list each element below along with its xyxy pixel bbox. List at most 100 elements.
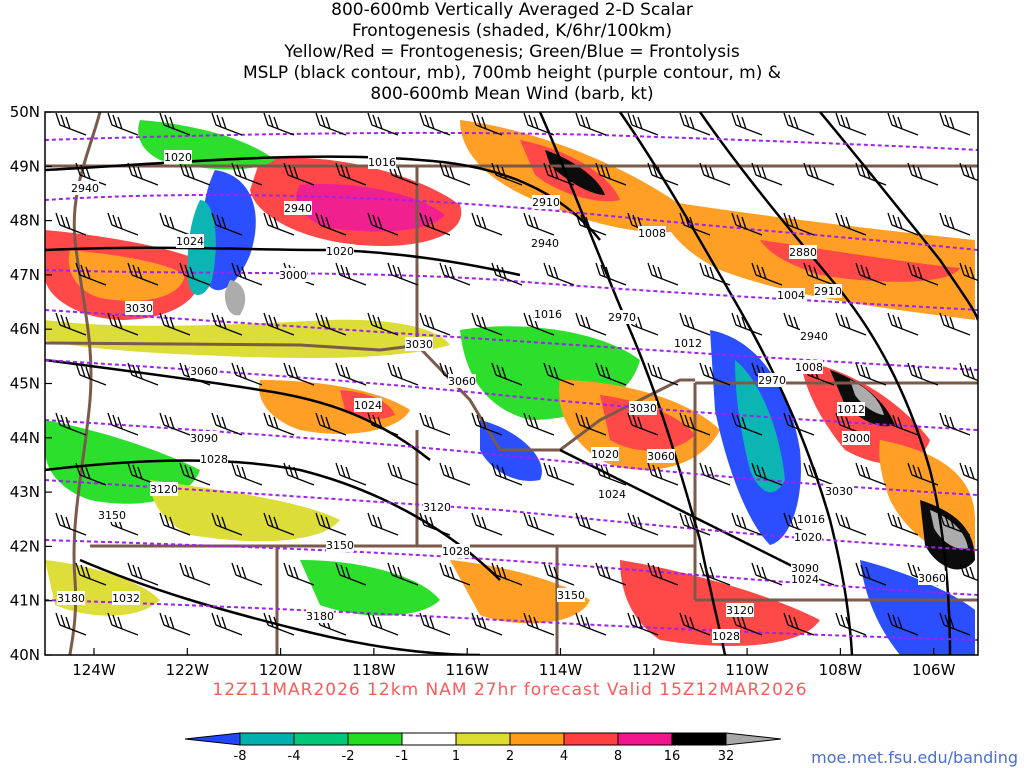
wind-barb [887, 612, 919, 636]
wind-barb [387, 362, 419, 386]
wind-barb [335, 262, 367, 286]
wind-barb [783, 412, 815, 436]
svg-text:1028: 1028 [200, 453, 228, 466]
height-label: 3150 [557, 588, 585, 602]
height-label: 2970 [608, 310, 636, 324]
wind-barb [595, 462, 627, 486]
wind-barb [543, 462, 575, 486]
wind-barb [335, 562, 367, 586]
legend-swatch [401, 732, 457, 746]
wind-barb [491, 162, 523, 186]
wind-barb [231, 162, 263, 186]
svg-text:1028: 1028 [712, 630, 740, 643]
lat-label: 43N [10, 483, 40, 501]
mslp-label: 1020 [326, 244, 354, 258]
height-label: 3030 [825, 484, 853, 498]
wind-barb [731, 312, 763, 336]
wind-barb [387, 462, 419, 486]
legend-swatch [239, 732, 295, 746]
svg-text:1024: 1024 [598, 488, 626, 501]
height-label: 3060 [448, 374, 476, 388]
wind-barb [783, 612, 815, 636]
legend-swatch [455, 732, 511, 746]
svg-text:1012: 1012 [674, 337, 702, 350]
wind-barb [907, 262, 939, 286]
mslp-label: 1024 [176, 234, 204, 248]
wind-barb [835, 312, 867, 336]
legend-swatch [293, 732, 349, 746]
legend-label: -8 [234, 749, 247, 764]
wind-barb [231, 262, 263, 286]
mslp-label: 1024 [354, 398, 382, 412]
svg-text:2970: 2970 [758, 374, 786, 387]
wind-barb [523, 612, 555, 636]
lat-label: 46N [10, 320, 40, 338]
wind-barb [679, 312, 711, 336]
svg-text:3180: 3180 [306, 610, 334, 623]
wind-barb [523, 412, 555, 436]
svg-text:3030: 3030 [825, 485, 853, 498]
wind-barb [575, 312, 607, 336]
wind-barb [647, 262, 679, 286]
wind-barb [887, 412, 919, 436]
wind-barb [159, 612, 191, 636]
mslp-label: 1020 [794, 530, 822, 544]
wind-barb [907, 162, 939, 186]
wind-barb [471, 312, 503, 336]
wind-barb [231, 362, 263, 386]
frontogenesis-shading [45, 120, 975, 655]
height-label: 3000 [842, 431, 870, 445]
wind-barb [439, 562, 471, 586]
wind-barb [627, 412, 659, 436]
wind-barb [887, 312, 919, 336]
wind-barb [699, 262, 731, 286]
svg-text:1020: 1020 [164, 151, 192, 164]
svg-text:3030: 3030 [405, 338, 433, 351]
wind-barb [159, 312, 191, 336]
svg-text:3060: 3060 [918, 572, 946, 585]
wind-barb [159, 512, 191, 536]
wind-barb [491, 462, 523, 486]
height-label: 3150 [98, 508, 126, 522]
wind-barb [783, 112, 815, 136]
wind-barb [367, 112, 399, 136]
wind-barb [751, 462, 783, 486]
mslp-label: 1028 [200, 452, 228, 466]
wind-barb [543, 562, 575, 586]
height-label: 2940 [284, 201, 312, 215]
height-label: 3180 [306, 609, 334, 623]
wind-barb [803, 462, 835, 486]
legend-swatch [509, 732, 565, 746]
lat-label: 40N [10, 646, 40, 664]
wind-barb [263, 512, 295, 536]
svg-text:1024: 1024 [354, 399, 382, 412]
wind-barb [107, 612, 139, 636]
wind-barb [419, 212, 451, 236]
wind-barb [679, 512, 711, 536]
svg-text:2940: 2940 [71, 182, 99, 195]
wind-barb [179, 262, 211, 286]
wind-barb [471, 112, 503, 136]
svg-text:3000: 3000 [279, 269, 307, 282]
wind-barb [127, 262, 159, 286]
credit-link[interactable]: moe.met.fsu.edu/banding [811, 748, 1018, 767]
mslp-label: 1028 [442, 544, 470, 558]
wind-barb [907, 362, 939, 386]
svg-text:3090: 3090 [791, 562, 819, 575]
wind-barb [751, 262, 783, 286]
height-label: 2970 [758, 373, 786, 387]
wind-barb [939, 212, 971, 236]
svg-text:2880: 2880 [789, 246, 817, 259]
wind-barb [543, 362, 575, 386]
wind-barb [211, 112, 243, 136]
height-label: 3120 [150, 482, 178, 496]
wind-barb [471, 512, 503, 536]
wind-barb [939, 112, 971, 136]
wind-barb [855, 362, 887, 386]
wind-barb [75, 262, 107, 286]
wind-barb [55, 512, 87, 536]
mslp-label: 1016 [534, 307, 562, 321]
wind-barb [419, 112, 451, 136]
lon-label: 114W [539, 661, 583, 679]
